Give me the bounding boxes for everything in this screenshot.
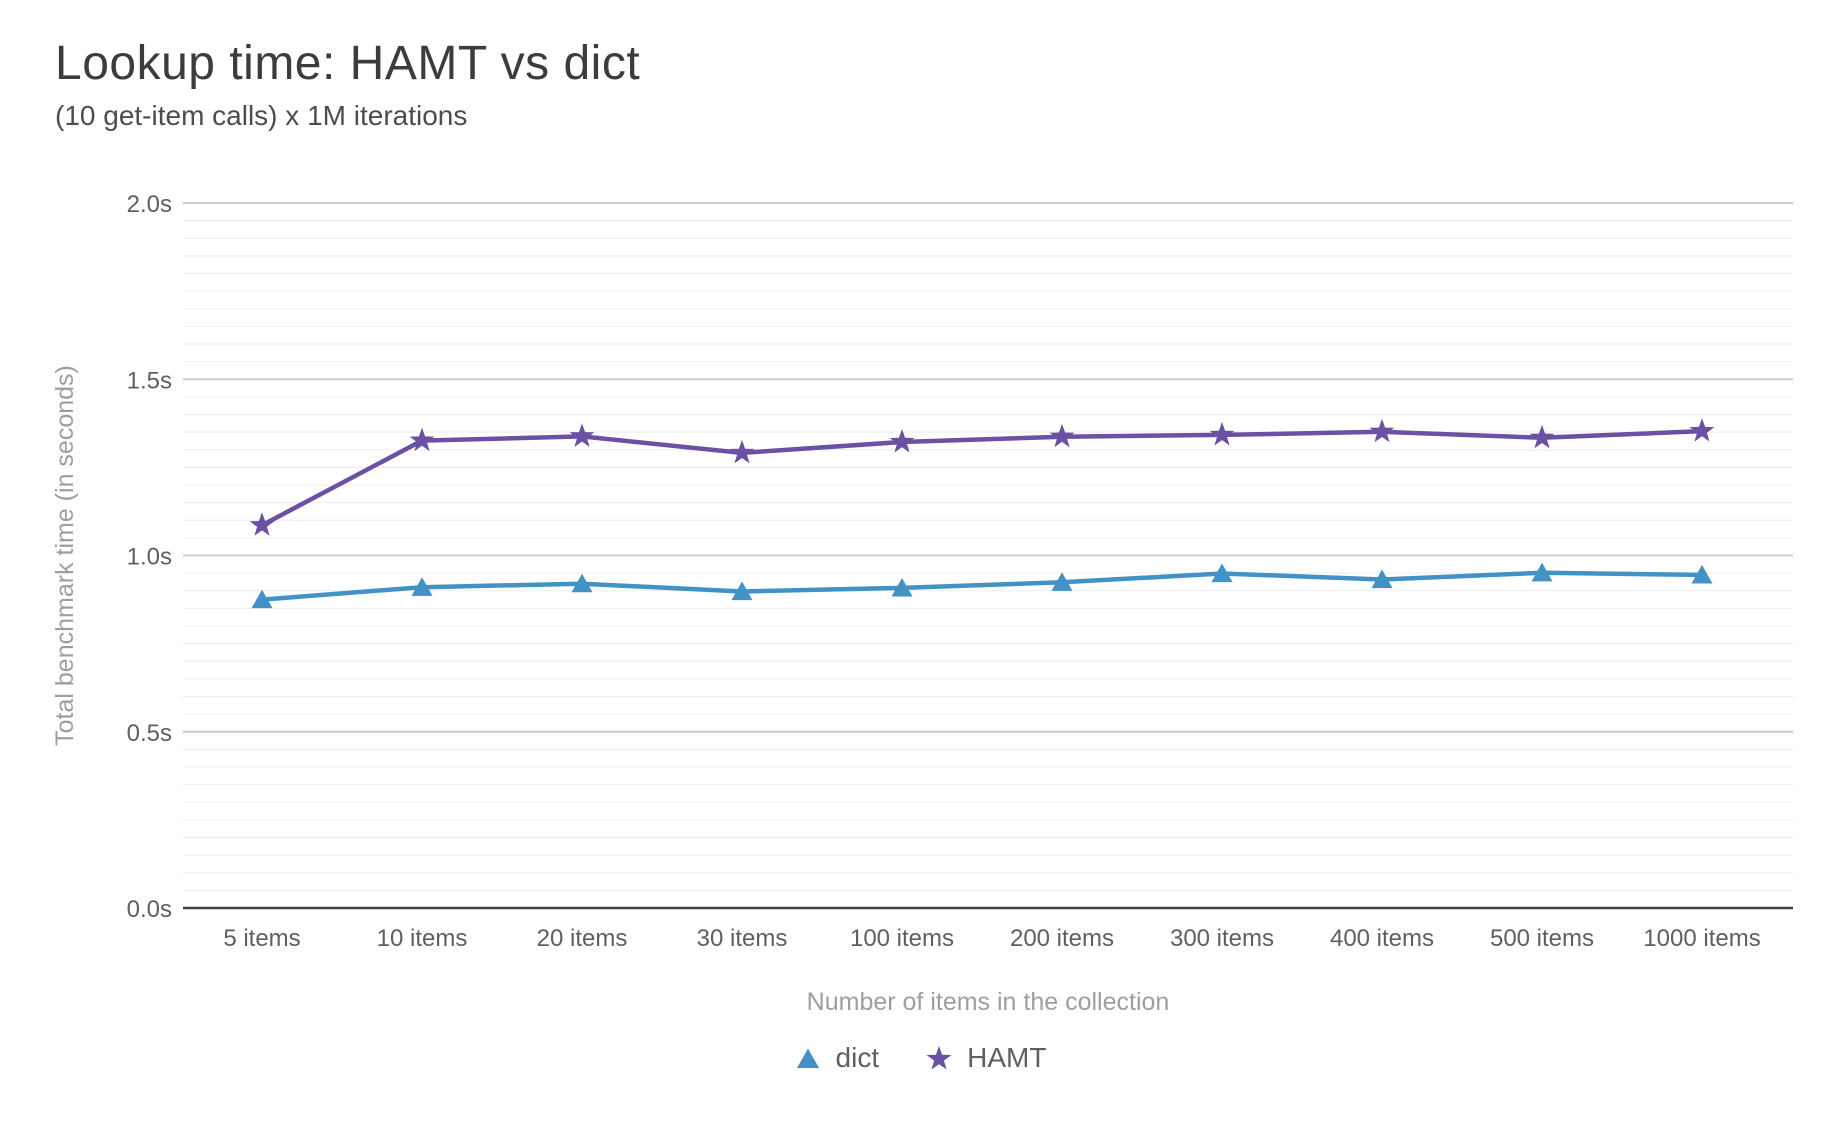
marker-HAMT-3	[729, 439, 755, 464]
marker-HAMT-8	[1529, 424, 1555, 449]
x-tick-label: 200 items	[1010, 925, 1114, 952]
x-tick-label: 5 items	[223, 925, 300, 952]
marker-HAMT-9	[1689, 418, 1715, 442]
y-tick-label: 1.5s	[127, 367, 172, 394]
x-tick-label: 30 items	[697, 925, 788, 952]
marker-dict-8	[1531, 562, 1553, 582]
marker-dict-6	[1211, 563, 1233, 583]
legend: dict HAMT	[0, 1042, 1840, 1074]
x-tick-label: 100 items	[850, 925, 954, 952]
y-tick-label: 2.0s	[127, 191, 172, 218]
marker-dict-0	[251, 589, 273, 609]
marker-HAMT-6	[1209, 421, 1235, 446]
x-tick-label: 20 items	[537, 925, 628, 952]
x-tick-label: 300 items	[1170, 925, 1274, 952]
y-tick-label: 0.5s	[127, 720, 172, 747]
triangle-marker-icon	[796, 1048, 819, 1069]
marker-dict-7	[1371, 569, 1393, 589]
chart-title: Lookup time: HAMT vs dict	[55, 37, 641, 90]
x-tick-label: 500 items	[1490, 925, 1594, 952]
marker-dict-1	[411, 577, 433, 596]
marker-dict-5	[1051, 572, 1073, 591]
legend-label-dict: dict	[835, 1042, 880, 1073]
marker-HAMT-7	[1369, 418, 1395, 443]
x-axis-title: Number of items in the collection	[806, 988, 1170, 1016]
marker-dict-3	[731, 581, 753, 601]
y-tick-label: 0.0s	[127, 896, 172, 923]
star-marker-icon	[926, 1046, 952, 1070]
marker-HAMT-0	[249, 512, 275, 536]
series-line-HAMT	[259, 428, 1705, 528]
marker-dict-9	[1691, 564, 1713, 584]
legend-item-dict: dict	[794, 1042, 880, 1074]
series-line-dict	[259, 570, 1705, 602]
x-tick-label: 1000 items	[1643, 925, 1760, 952]
legend-item-hamt: HAMT	[925, 1042, 1046, 1074]
marker-HAMT-2	[569, 423, 595, 447]
marker-HAMT-5	[1049, 423, 1075, 448]
marker-HAMT-1	[409, 427, 435, 452]
x-tick-label: 400 items	[1330, 925, 1434, 952]
marker-dict-2	[571, 573, 593, 593]
marker-dict-4	[891, 577, 913, 597]
x-tick-label: 10 items	[377, 925, 468, 952]
legend-label-hamt: HAMT	[967, 1042, 1047, 1073]
chart-subtitle: (10 get-item calls) x 1M iterations	[55, 100, 468, 131]
y-tick-label: 1.0s	[127, 544, 172, 571]
marker-HAMT-4	[889, 429, 915, 453]
